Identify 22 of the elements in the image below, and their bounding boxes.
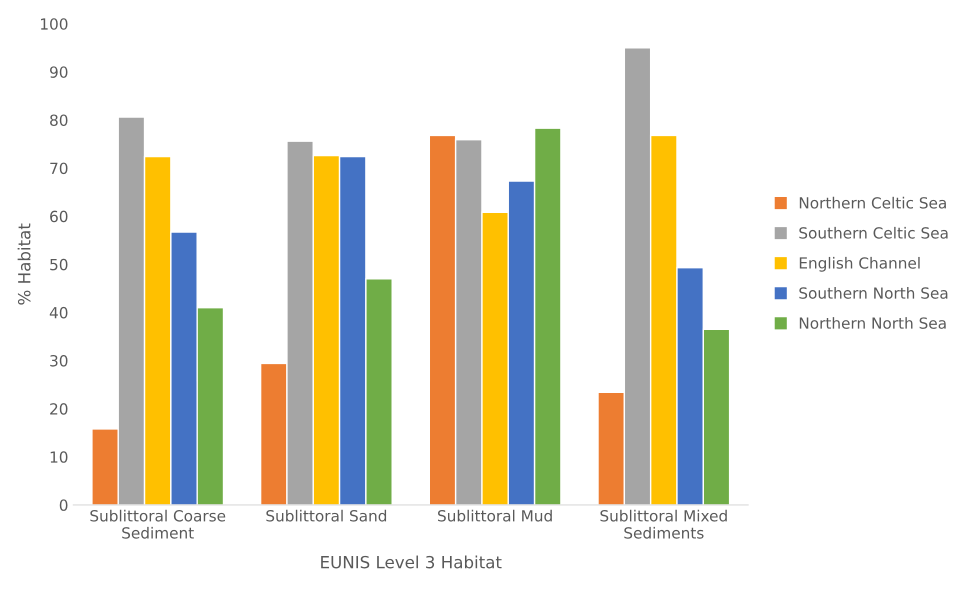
x-axis-title: EUNIS Level 3 Habitat (321, 556, 502, 568)
y-tick-label: 90 (50, 66, 68, 78)
y-tick-label: 80 (50, 114, 68, 126)
y-tick-label: 40 (50, 306, 68, 318)
y-tick-label: 30 (50, 355, 68, 367)
x-tick-label: Sublittoral Sand (266, 510, 386, 522)
legend-label: Southern North Sea (799, 287, 948, 299)
legend-label: Northern North Sea (800, 317, 946, 329)
y-tick-label: 50 (50, 258, 68, 270)
y-tick-label: 20 (50, 403, 68, 415)
x-tick-label: Sublittoral Coarse Sediment (90, 510, 226, 539)
x-tick-label: Sublittoral Mixed Sediments (600, 510, 727, 539)
y-tick-label: 60 (50, 210, 68, 222)
x-tick-label: Sublittoral Mud (438, 510, 552, 522)
y-tick-label: 0 (60, 499, 68, 511)
legend-label: English Channel (800, 256, 920, 272)
y-tick-label: 70 (50, 162, 68, 174)
legend-label: Southern Celtic Sea (799, 226, 948, 239)
y-tick-label: 10 (50, 451, 68, 463)
y-axis-title: % Habitat (18, 224, 31, 305)
legend-label: Northern Celtic Sea (800, 196, 946, 209)
y-tick-label: 100 (41, 18, 68, 30)
